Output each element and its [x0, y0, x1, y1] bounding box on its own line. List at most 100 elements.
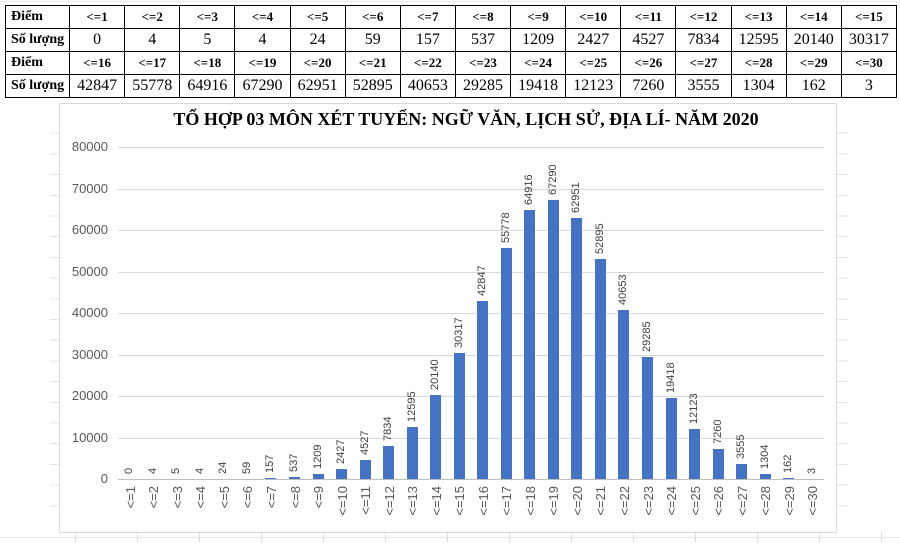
table-cell[interactable]: 3555 — [675, 74, 732, 98]
x-tick-label: <=17 — [499, 486, 515, 516]
row-label[interactable]: Điểm — [5, 5, 70, 29]
x-tick-label: <=30 — [805, 486, 821, 516]
table-cell[interactable]: 5 — [179, 28, 236, 52]
table-cell[interactable]: <=25 — [565, 51, 622, 75]
bar[interactable] — [383, 446, 395, 479]
table-cell[interactable]: <=24 — [509, 51, 567, 75]
bar[interactable] — [547, 200, 559, 479]
table-cell[interactable]: <=21 — [344, 51, 401, 75]
bar[interactable] — [665, 398, 677, 479]
table-cell[interactable]: <=8 — [454, 5, 512, 29]
bar[interactable] — [571, 218, 583, 479]
table-cell[interactable]: 7260 — [620, 74, 677, 98]
table-cell[interactable]: <=26 — [620, 51, 677, 75]
bar[interactable] — [430, 395, 442, 479]
chart-container[interactable]: TỔ HỢP 03 MÔN XÉT TUYỂN: NGỮ VĂN, LỊCH S… — [59, 103, 837, 533]
bar[interactable] — [689, 429, 701, 479]
bar[interactable] — [336, 469, 348, 479]
table-cell[interactable]: <=18 — [179, 51, 236, 75]
row-label[interactable]: Số lượng — [5, 28, 70, 52]
table-cell[interactable]: 29285 — [454, 74, 512, 98]
table-cell[interactable]: <=1 — [68, 5, 126, 29]
table-cell[interactable]: <=23 — [454, 51, 512, 75]
x-tick-label: <=14 — [428, 486, 444, 516]
bar[interactable] — [759, 474, 771, 479]
bar[interactable] — [312, 474, 324, 479]
table-cell[interactable]: 3 — [840, 74, 898, 98]
bar[interactable] — [500, 248, 512, 479]
table-cell[interactable]: 537 — [454, 28, 512, 52]
table-cell[interactable]: 162 — [785, 74, 842, 98]
table-cell[interactable]: 1304 — [730, 74, 787, 98]
table-cell[interactable]: 64916 — [179, 74, 236, 98]
bar[interactable] — [594, 259, 606, 479]
gridline — [118, 396, 824, 397]
table-cell[interactable]: 4 — [124, 28, 181, 52]
table-cell[interactable]: <=15 — [840, 5, 898, 29]
table-cell[interactable]: <=3 — [179, 5, 236, 29]
table-cell[interactable]: <=14 — [785, 5, 842, 29]
bar[interactable] — [783, 478, 795, 479]
table-cell[interactable]: <=17 — [124, 51, 181, 75]
table-cell[interactable]: <=5 — [289, 5, 346, 29]
table-cell[interactable]: 2427 — [565, 28, 622, 52]
row-label[interactable]: Điểm — [5, 51, 70, 75]
table-cell[interactable]: 12123 — [565, 74, 622, 98]
table-cell[interactable]: 4527 — [620, 28, 677, 52]
table-cell[interactable]: <=22 — [399, 51, 456, 75]
table-cell[interactable]: <=29 — [785, 51, 842, 75]
bar[interactable] — [618, 310, 630, 479]
table-cell[interactable]: 7834 — [675, 28, 732, 52]
table-cell[interactable]: <=6 — [344, 5, 401, 29]
bar-data-label: 4 — [193, 467, 206, 474]
bar[interactable] — [265, 478, 277, 479]
x-tick-label: <=1 — [122, 486, 138, 509]
table-cell[interactable]: 67290 — [234, 74, 291, 98]
table-cell[interactable]: 4 — [234, 28, 291, 52]
table-cell[interactable]: <=28 — [730, 51, 787, 75]
table-cell[interactable]: 30317 — [840, 28, 898, 52]
gridline — [118, 230, 824, 231]
table-cell[interactable]: 19418 — [509, 74, 567, 98]
table-cell[interactable]: <=9 — [509, 5, 567, 29]
bar[interactable] — [736, 464, 748, 479]
table-cell[interactable]: 20140 — [785, 28, 842, 52]
table-cell[interactable]: 40653 — [399, 74, 456, 98]
table-cell[interactable]: <=10 — [565, 5, 622, 29]
x-tick-label: <=27 — [734, 486, 750, 516]
bar[interactable] — [524, 210, 536, 479]
gridline — [118, 313, 824, 314]
table-cell[interactable]: <=11 — [620, 5, 677, 29]
table-cell[interactable]: <=30 — [840, 51, 898, 75]
table-cell[interactable]: <=20 — [289, 51, 346, 75]
table-cell[interactable]: 157 — [399, 28, 456, 52]
table-cell[interactable]: <=27 — [675, 51, 732, 75]
table-cell[interactable]: 62951 — [289, 74, 346, 98]
bar-data-label: 19418 — [664, 362, 677, 393]
table-cell[interactable]: 12595 — [730, 28, 787, 52]
bar[interactable] — [359, 460, 371, 479]
table-cell[interactable]: 24 — [289, 28, 346, 52]
table-cell[interactable]: <=7 — [399, 5, 456, 29]
bar[interactable] — [477, 301, 489, 479]
table-cell[interactable]: 1209 — [509, 28, 567, 52]
table-cell[interactable]: 55778 — [124, 74, 181, 98]
bar[interactable] — [289, 477, 300, 479]
table-cell[interactable]: <=2 — [124, 5, 181, 29]
bar[interactable] — [642, 357, 653, 479]
table-cell[interactable]: 42847 — [68, 74, 126, 98]
table-cell[interactable]: <=4 — [234, 5, 291, 29]
bar[interactable] — [453, 353, 465, 479]
bar[interactable] — [712, 449, 724, 479]
table-cell[interactable]: <=12 — [675, 5, 732, 29]
table-cell[interactable]: <=19 — [234, 51, 291, 75]
table-cell[interactable]: 59 — [344, 28, 401, 52]
table-cell[interactable]: <=16 — [68, 51, 126, 75]
table-cell[interactable]: 52895 — [344, 74, 401, 98]
row-label[interactable]: Số lượng — [5, 74, 70, 98]
table-cell[interactable]: 0 — [68, 28, 126, 52]
table-cell[interactable]: <=13 — [730, 5, 787, 29]
bar[interactable] — [406, 427, 418, 479]
spreadsheet-gridlines-bottom — [14, 532, 894, 542]
x-tick-label: <=10 — [334, 486, 350, 516]
